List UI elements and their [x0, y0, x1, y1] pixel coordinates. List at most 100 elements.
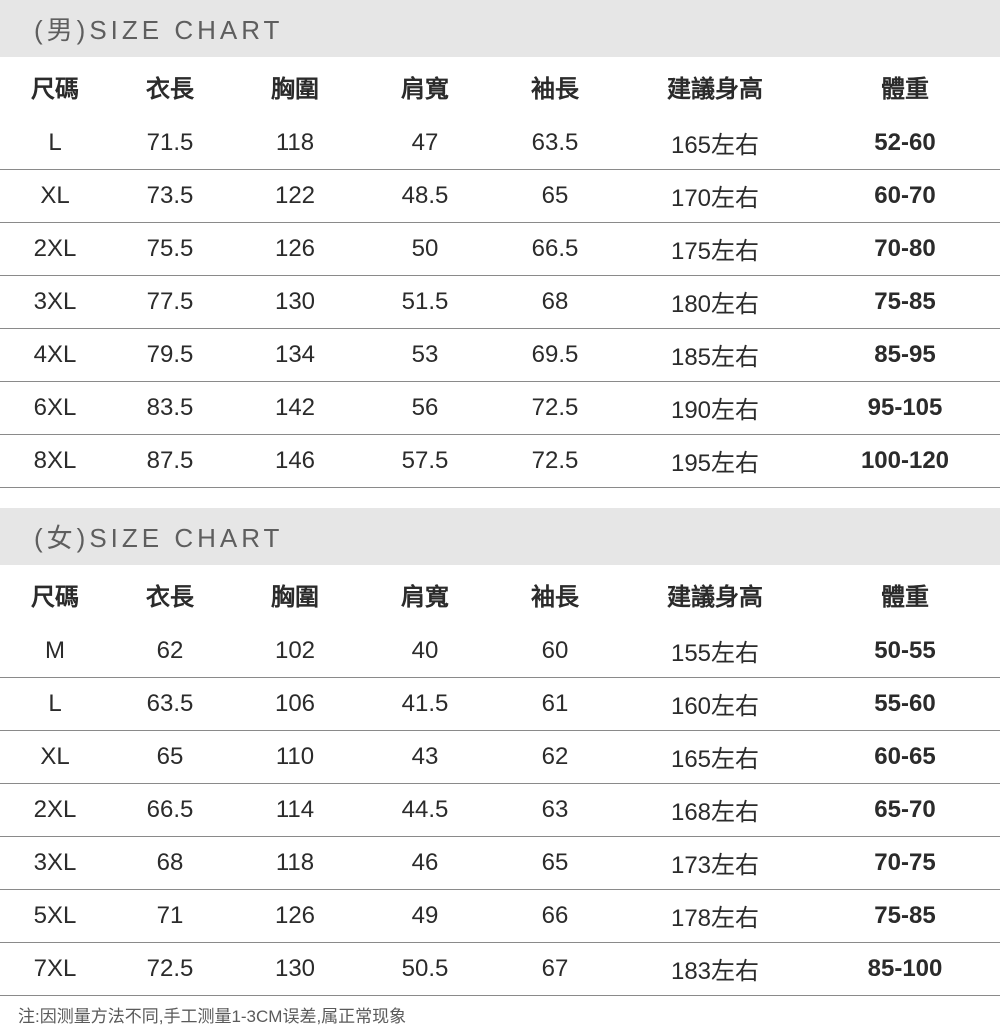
col-size: 尺碼 [0, 57, 110, 117]
table-row: L63.510641.561160左右55-60 [0, 678, 1000, 731]
table-cell: 195左右 [620, 435, 810, 488]
table-cell: 65 [490, 837, 620, 890]
col-length: 衣長 [110, 565, 230, 625]
measurement-footnote: 注:因测量方法不同,手工测量1-3CM误差,属正常现象 [0, 996, 1000, 1027]
table-cell: 53 [360, 329, 490, 382]
table-cell: 130 [230, 276, 360, 329]
table-cell: 43 [360, 731, 490, 784]
col-size: 尺碼 [0, 565, 110, 625]
table-cell: 130 [230, 943, 360, 996]
table-cell: 75-85 [810, 276, 1000, 329]
table-cell: 79.5 [110, 329, 230, 382]
table-row: XL651104362165左右60-65 [0, 731, 1000, 784]
table-cell: 40 [360, 625, 490, 678]
table-cell: 61 [490, 678, 620, 731]
table-cell: 60-70 [810, 170, 1000, 223]
table-cell: 71.5 [110, 117, 230, 170]
col-height: 建議身高 [620, 565, 810, 625]
table-cell: 118 [230, 837, 360, 890]
table-row: 8XL87.514657.572.5195左右100-120 [0, 435, 1000, 488]
col-shoulder: 肩寬 [360, 57, 490, 117]
male-chart-title: (男)SIZE CHART [0, 0, 1000, 57]
table-cell: 52-60 [810, 117, 1000, 170]
male-size-chart: (男)SIZE CHART 尺碼 衣長 胸圍 肩寬 袖長 建議身高 體重 L71… [0, 0, 1000, 488]
table-cell: 72.5 [110, 943, 230, 996]
table-cell: 2XL [0, 784, 110, 837]
table-cell: 50 [360, 223, 490, 276]
table-cell: 48.5 [360, 170, 490, 223]
table-cell: 83.5 [110, 382, 230, 435]
table-cell: 51.5 [360, 276, 490, 329]
table-cell: 62 [490, 731, 620, 784]
table-cell: 69.5 [490, 329, 620, 382]
table-header-row: 尺碼 衣長 胸圍 肩寬 袖長 建議身高 體重 [0, 57, 1000, 117]
table-row: 4XL79.51345369.5185左右85-95 [0, 329, 1000, 382]
table-cell: 49 [360, 890, 490, 943]
table-cell: 50-55 [810, 625, 1000, 678]
table-cell: 170左右 [620, 170, 810, 223]
table-cell: 134 [230, 329, 360, 382]
col-length: 衣長 [110, 57, 230, 117]
table-cell: 72.5 [490, 382, 620, 435]
table-cell: 4XL [0, 329, 110, 382]
table-cell: 68 [490, 276, 620, 329]
female-chart-title: (女)SIZE CHART [0, 508, 1000, 565]
table-cell: 6XL [0, 382, 110, 435]
table-cell: 77.5 [110, 276, 230, 329]
table-cell: 122 [230, 170, 360, 223]
col-shoulder: 肩寬 [360, 565, 490, 625]
table-cell: 56 [360, 382, 490, 435]
table-cell: 7XL [0, 943, 110, 996]
table-cell: 180左右 [620, 276, 810, 329]
table-cell: 126 [230, 890, 360, 943]
table-cell: 87.5 [110, 435, 230, 488]
table-cell: 60 [490, 625, 620, 678]
table-cell: 65 [490, 170, 620, 223]
table-cell: 178左右 [620, 890, 810, 943]
table-cell: 57.5 [360, 435, 490, 488]
col-weight: 體重 [810, 57, 1000, 117]
table-cell: 106 [230, 678, 360, 731]
table-cell: 2XL [0, 223, 110, 276]
table-row: 2XL75.51265066.5175左右70-80 [0, 223, 1000, 276]
table-cell: 71 [110, 890, 230, 943]
female-size-table: 尺碼 衣長 胸圍 肩寬 袖長 建議身高 體重 M621024060155左右50… [0, 565, 1000, 996]
male-size-table: 尺碼 衣長 胸圍 肩寬 袖長 建議身高 體重 L71.51184763.5165… [0, 57, 1000, 488]
table-cell: 173左右 [620, 837, 810, 890]
col-height: 建議身高 [620, 57, 810, 117]
table-cell: 95-105 [810, 382, 1000, 435]
table-cell: 126 [230, 223, 360, 276]
table-row: 3XL681184665173左右70-75 [0, 837, 1000, 890]
table-cell: 155左右 [620, 625, 810, 678]
table-cell: 118 [230, 117, 360, 170]
table-cell: 75.5 [110, 223, 230, 276]
table-cell: 55-60 [810, 678, 1000, 731]
table-cell: 146 [230, 435, 360, 488]
table-header-row: 尺碼 衣長 胸圍 肩寬 袖長 建議身高 體重 [0, 565, 1000, 625]
table-cell: XL [0, 170, 110, 223]
table-cell: 165左右 [620, 117, 810, 170]
table-cell: 190左右 [620, 382, 810, 435]
table-cell: 73.5 [110, 170, 230, 223]
table-cell: 65 [110, 731, 230, 784]
col-weight: 體重 [810, 565, 1000, 625]
table-cell: 142 [230, 382, 360, 435]
table-cell: XL [0, 731, 110, 784]
table-cell: 168左右 [620, 784, 810, 837]
table-row: M621024060155左右50-55 [0, 625, 1000, 678]
table-cell: 185左右 [620, 329, 810, 382]
table-cell: 63 [490, 784, 620, 837]
table-cell: 8XL [0, 435, 110, 488]
table-cell: 114 [230, 784, 360, 837]
section-gap [0, 488, 1000, 508]
table-cell: 46 [360, 837, 490, 890]
table-cell: 165左右 [620, 731, 810, 784]
table-cell: 50.5 [360, 943, 490, 996]
table-cell: 183左右 [620, 943, 810, 996]
table-cell: L [0, 678, 110, 731]
table-cell: 70-75 [810, 837, 1000, 890]
table-cell: 85-100 [810, 943, 1000, 996]
table-cell: 175左右 [620, 223, 810, 276]
table-cell: 63.5 [110, 678, 230, 731]
table-cell: 60-65 [810, 731, 1000, 784]
